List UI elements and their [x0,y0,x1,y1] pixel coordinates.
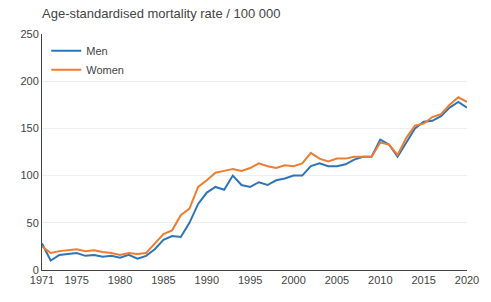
svg-text:1980: 1980 [108,274,132,286]
svg-text:2005: 2005 [325,274,349,286]
svg-text:1990: 1990 [195,274,219,286]
svg-text:0: 0 [33,264,39,276]
svg-text:2015: 2015 [411,274,435,286]
svg-text:Women: Women [86,64,124,76]
svg-text:1985: 1985 [151,274,175,286]
svg-text:150: 150 [20,122,38,134]
svg-text:2020: 2020 [455,274,479,286]
svg-text:1995: 1995 [238,274,262,286]
svg-text:100: 100 [20,169,38,181]
svg-text:1975: 1975 [64,274,88,286]
svg-text:Age-standardised mortality rat: Age-standardised mortality rate / 100 00… [42,6,280,21]
svg-text:250: 250 [20,28,38,40]
svg-text:50: 50 [27,217,39,229]
svg-text:2000: 2000 [281,274,305,286]
svg-text:200: 200 [20,75,38,87]
svg-text:Men: Men [86,45,107,57]
svg-text:2010: 2010 [368,274,392,286]
svg-text:1971: 1971 [30,274,54,286]
